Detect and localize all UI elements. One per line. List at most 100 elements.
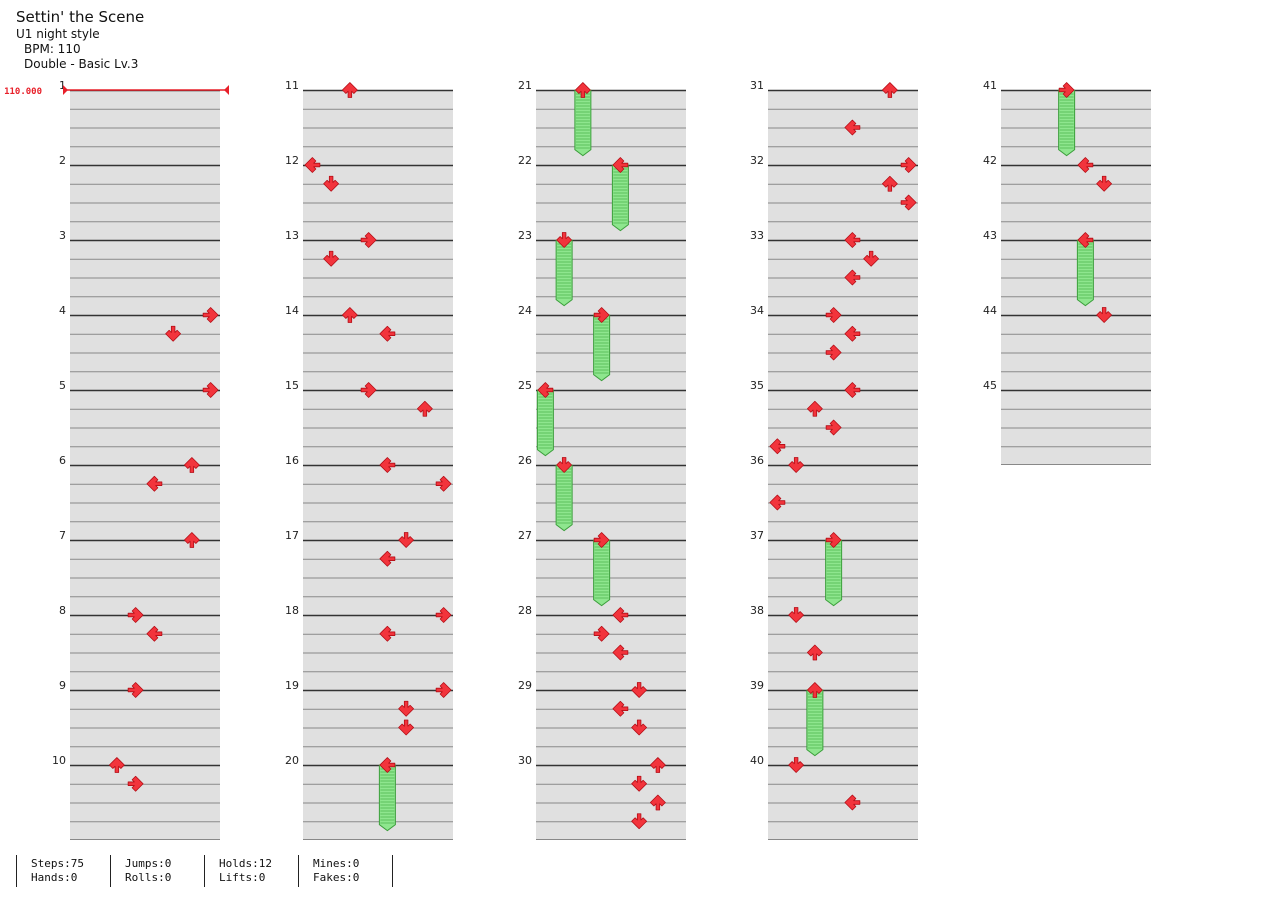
beat-row	[536, 690, 686, 709]
hold-note	[536, 389, 554, 457]
measure-number: 43	[983, 229, 997, 242]
beat-row	[70, 596, 220, 615]
measure-number: 36	[750, 454, 764, 467]
arrow-shape	[146, 475, 163, 492]
arrow-shape	[556, 457, 573, 473]
beat-row	[536, 727, 686, 747]
beat-row	[1001, 127, 1151, 147]
hold-note	[611, 164, 629, 232]
measure: 31	[750, 79, 918, 165]
arrow-shape	[202, 382, 219, 398]
measure: 27	[518, 529, 686, 615]
beat-row	[1001, 240, 1151, 259]
measure-number: 37	[750, 529, 764, 542]
arrow-left-icon	[612, 157, 629, 173]
measure: 42	[983, 154, 1151, 240]
beat-row	[303, 352, 453, 372]
arrow-down-icon	[631, 775, 648, 792]
measure: 7	[59, 529, 220, 615]
beat-row	[536, 671, 686, 690]
arrow-down-icon	[631, 813, 648, 830]
arrow-shape	[649, 794, 666, 811]
arrow-left-icon	[1077, 232, 1094, 248]
beat-row	[536, 446, 686, 465]
arrow-shape	[769, 494, 786, 511]
arrow-shape	[788, 607, 805, 623]
measure: 6	[59, 454, 220, 540]
measure-number: 19	[285, 679, 299, 692]
beat-row	[303, 521, 453, 540]
arrow-left-icon	[612, 644, 629, 661]
beat-row	[768, 146, 918, 165]
measure: 8	[59, 604, 220, 690]
arrow-left-icon	[769, 494, 786, 511]
measure-number: 24	[518, 304, 532, 317]
arrow-shape	[202, 307, 219, 323]
measure-number: 15	[285, 379, 299, 392]
beat-row	[768, 333, 918, 353]
arrow-up-icon	[341, 307, 358, 323]
measure: 45	[983, 379, 1151, 465]
beat-row	[70, 727, 220, 747]
beat-row	[303, 577, 453, 597]
beat-row	[768, 183, 918, 203]
arrow-shape	[1058, 82, 1075, 98]
beat-row	[768, 577, 918, 597]
beat-row	[303, 446, 453, 465]
measure: 29	[518, 679, 686, 765]
beat-row	[768, 690, 918, 709]
arrow-shape	[1077, 232, 1094, 248]
arrow-shape	[360, 382, 377, 398]
arrow-shape	[844, 325, 861, 342]
arrow-shape	[825, 307, 842, 323]
beat-row	[70, 277, 220, 297]
beat-row	[303, 165, 453, 184]
arrow-left-icon	[844, 232, 861, 248]
arrow-left-icon	[612, 607, 629, 623]
beat-row	[536, 765, 686, 784]
hold-note	[1076, 239, 1094, 307]
beat-row	[536, 708, 686, 728]
arrow-shape	[806, 400, 823, 417]
measure: 4	[59, 304, 220, 390]
beat-row	[768, 258, 918, 278]
beat-row	[536, 577, 686, 597]
hold-note	[574, 89, 592, 157]
arrow-shape	[183, 457, 200, 473]
beat-row	[70, 633, 220, 653]
hold-note	[593, 539, 611, 607]
arrow-shape	[825, 532, 842, 548]
measure-number: 31	[750, 79, 764, 92]
measure-number: 1	[59, 79, 66, 92]
beat-row	[768, 521, 918, 540]
arrow-left-icon	[537, 382, 554, 398]
beat-row	[303, 465, 453, 484]
arrow-shape	[379, 457, 396, 473]
beat-row	[768, 465, 918, 484]
beat-row	[536, 183, 686, 203]
arrow-left-icon	[844, 325, 861, 342]
stats-col-1: Steps:75 Hands:0	[16, 855, 110, 887]
arrow-shape	[435, 682, 452, 698]
measure-number: 12	[285, 154, 299, 167]
beat-row	[1001, 258, 1151, 278]
arrow-down-icon	[788, 457, 805, 473]
measure: 32	[750, 154, 918, 240]
arrow-shape	[1077, 157, 1094, 173]
beat-row	[768, 783, 918, 803]
beat-row	[536, 783, 686, 803]
arrow-shape	[435, 607, 452, 623]
arrow-right-icon	[593, 532, 610, 548]
beat-row	[70, 783, 220, 803]
measure: 35	[750, 379, 918, 465]
beat-row	[768, 296, 918, 315]
beat-row	[768, 390, 918, 409]
hold-note	[806, 689, 824, 757]
arrow-shape	[881, 175, 898, 192]
arrow-right-icon	[435, 475, 452, 492]
arrow-right-icon	[825, 532, 842, 548]
arrow-left-icon	[146, 625, 163, 642]
beat-row	[70, 240, 220, 259]
beat-row	[768, 240, 918, 259]
arrow-up-icon	[183, 532, 200, 548]
